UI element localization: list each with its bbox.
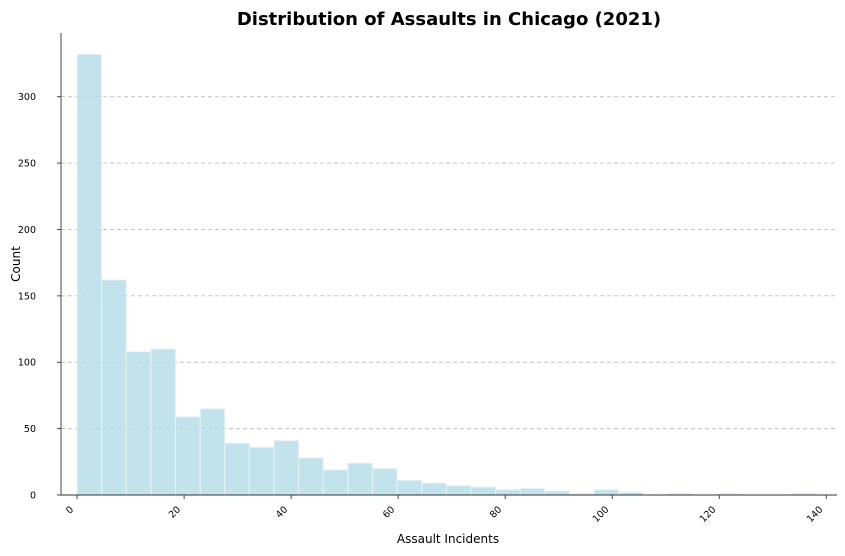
- histogram-bar: [125, 351, 152, 496]
- histogram-bar: [495, 489, 521, 496]
- y-ticks: 0 50 100 150 200 250 300: [18, 92, 61, 502]
- histogram-bar: [224, 442, 250, 496]
- x-axis-label: Assault Incidents: [397, 532, 499, 546]
- histogram-bar: [445, 485, 472, 496]
- histogram-bar: [519, 487, 546, 496]
- x-ticks: 0 20 40 60 80 100 120 140: [64, 495, 827, 525]
- histogram-bar: [347, 462, 373, 496]
- y-gridlines: [61, 96, 837, 430]
- histogram-bar: [101, 279, 127, 496]
- x-tick-label: 140: [805, 504, 826, 525]
- histogram-bar: [273, 440, 300, 496]
- y-tick-label: 250: [18, 159, 36, 170]
- histogram-bar: [298, 457, 324, 496]
- histogram-bar: [76, 53, 103, 496]
- histogram-bar: [593, 489, 620, 496]
- chart-title: Distribution of Assaults in Chicago (202…: [237, 9, 661, 30]
- histogram-bar: [396, 479, 423, 496]
- histogram-bar: [175, 416, 201, 496]
- axes: [60, 33, 837, 496]
- y-tick-label: 100: [18, 358, 36, 369]
- y-tick-label: 0: [30, 491, 36, 502]
- histogram-bar: [322, 469, 349, 496]
- y-axis-label: Count: [9, 246, 23, 282]
- y-tick-label: 150: [18, 291, 36, 302]
- histogram-bar: [421, 482, 447, 496]
- x-tick-label: 80: [488, 504, 504, 520]
- x-tick-label: 40: [274, 504, 290, 520]
- histogram-bar: [544, 490, 570, 496]
- x-tick-label: 100: [591, 504, 612, 525]
- x-tick-label: 20: [167, 504, 183, 520]
- x-tick-label: 0: [64, 504, 76, 516]
- histogram-bar: [150, 348, 177, 496]
- y-tick-label: 200: [18, 225, 36, 236]
- histogram-bar: [371, 467, 398, 496]
- y-tick-label: 50: [24, 424, 36, 435]
- histogram-bar: [470, 486, 497, 496]
- y-tick-label: 300: [18, 92, 36, 103]
- histogram-bar: [199, 408, 226, 496]
- x-tick-label: 120: [698, 504, 719, 525]
- x-tick-label: 60: [381, 504, 397, 520]
- histogram-bar: [248, 446, 275, 496]
- histogram-bars: [76, 53, 817, 496]
